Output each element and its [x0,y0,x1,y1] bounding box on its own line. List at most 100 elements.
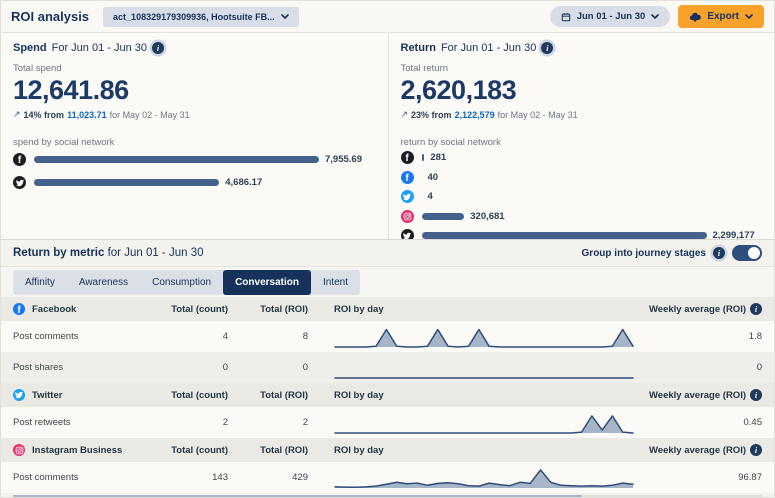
table-row: Post comments 4 8 1.8 [1,321,774,352]
col-header-roi-by-day: ROI by day [308,390,634,401]
group-header-twitter: Twitter Total (count) Total (ROI) ROI by… [1,383,774,407]
roi-by-day-sparkline [308,324,634,350]
return-bars-label: return by social network [401,137,763,148]
tab-intent[interactable]: Intent [311,270,360,295]
total-spend-label: Total spend [13,63,376,74]
group-name: Facebook [32,304,76,315]
page-title: ROI analysis [11,9,89,24]
twitter-icon [13,176,26,189]
facebook-icon: f [13,303,25,315]
return-title: Return [401,42,436,54]
twitter-icon [13,389,25,401]
metric-name: Post shares [13,362,168,373]
table-row: Post shares 0 0 0 [1,352,774,383]
group-header-instagram: Instagram Business Total (count) Total (… [1,438,774,462]
spend-bar-facebook: f 7,955.69 [13,148,376,171]
instagram-icon [401,210,414,223]
bar [422,154,425,161]
return-panel: Return For Jun 01 - Jun 30 i Total retur… [388,33,775,239]
table-row: Post comments 143 429 96.87 [1,462,774,493]
col-header-weekly: Weekly average (ROI) [649,304,746,315]
col-header-roi: Total (ROI) [228,445,308,456]
total-return-value: 2,620,183 [401,75,763,106]
tab-conversation[interactable]: Conversation [223,270,311,295]
table-row: Post retweets 2 2 0.45 [1,407,774,438]
bar [422,213,465,220]
spend-prev-value-link[interactable]: 11,023.71 [67,110,107,120]
col-header-count: Total (count) [168,304,228,315]
spend-title: Spend [13,42,47,54]
group-header-facebook: f Facebook Total (count) Total (ROI) ROI… [1,297,774,321]
journey-stages-toggle[interactable] [732,245,762,261]
tab-awareness[interactable]: Awareness [67,270,140,295]
col-header-count: Total (count) [168,445,228,456]
export-label: Export [707,11,739,22]
chevron-down-icon [745,14,753,19]
facebook-icon: f [401,171,414,184]
scrollbar-thumb[interactable] [13,495,582,497]
cloud-download-icon [689,12,701,22]
trend-up-icon: ↗ [401,109,409,120]
col-header-roi-by-day: ROI by day [308,445,634,456]
metric-name: Post comments [13,331,168,342]
toggle-knob [748,247,760,259]
return-bar-facebook-dark: f 281 [401,148,763,168]
bar [34,179,219,186]
tab-affinity[interactable]: Affinity [13,270,67,295]
return-change: ↗ 23% from 2,122,579 for May 02 - May 31 [401,109,763,120]
return-by-metric-title: Return by metric [13,247,104,259]
facebook-icon: f [401,151,414,164]
export-button[interactable]: Export [678,5,764,28]
total-return-label: Total return [401,63,763,74]
metric-tabs: Affinity Awareness Consumption Conversat… [13,270,360,295]
spend-panel: Spend For Jun 01 - Jun 30 i Total spend … [1,33,388,239]
calendar-icon [561,12,571,22]
top-bar: ROI analysis act_108329179309936, Hootsu… [1,1,774,33]
col-header-weekly: Weekly average (ROI) [649,390,746,401]
horizontal-scrollbar [13,493,762,498]
return-bar-facebook-blue: f 40 [401,168,763,188]
roi-by-day-sparkline [308,465,634,491]
date-range-label: Jun 01 - Jun 30 [577,11,646,22]
ad-account-selector[interactable]: act_108329179309936, Hootsuite FB... [103,7,299,27]
return-by-metric-period: for Jun 01 - Jun 30 [108,247,204,259]
date-range-selector[interactable]: Jun 01 - Jun 30 [550,6,671,27]
spend-bars-label: spend by social network [13,137,376,148]
group-name: Twitter [32,390,62,401]
roi-analysis-dashboard: ROI analysis act_108329179309936, Hootsu… [0,0,775,498]
twitter-icon [401,190,414,203]
chevron-down-icon [281,14,289,19]
spend-change: ↗ 14% from 11,023.71 for May 02 - May 31 [13,109,376,120]
bar [34,156,319,163]
ad-account-label: act_108329179309936, Hootsuite FB... [113,12,275,22]
return-prev-value-link[interactable]: 2,122,579 [455,110,495,120]
roi-by-day-sparkline [308,410,634,436]
info-icon[interactable]: i [750,444,762,456]
info-icon[interactable]: i [750,389,762,401]
journey-stages-label: Group into journey stages [582,248,706,259]
return-bar-instagram: 320,681 [401,207,763,227]
col-header-roi: Total (ROI) [228,304,308,315]
return-period: For Jun 01 - Jun 30 [441,42,536,54]
info-icon[interactable]: i [541,42,553,54]
info-icon[interactable]: i [713,247,725,259]
spend-period: For Jun 01 - Jun 30 [52,42,147,54]
spend-bar-twitter: 4,686.17 [13,171,376,194]
metric-name: Post comments [13,472,168,483]
total-spend-value: 12,641.86 [13,75,376,106]
instagram-icon [13,444,25,456]
metric-name: Post retweets [13,417,168,428]
return-by-metric-bar: Return by metric for Jun 01 - Jun 30 Gro… [1,239,774,267]
kpi-panels: Spend For Jun 01 - Jun 30 i Total spend … [1,33,774,239]
chevron-down-icon [651,14,659,19]
metric-tabs-row: Affinity Awareness Consumption Conversat… [1,267,774,297]
col-header-roi: Total (ROI) [228,390,308,401]
group-name: Instagram Business [32,445,122,456]
tab-consumption[interactable]: Consumption [140,270,223,295]
col-header-count: Total (count) [168,390,228,401]
info-icon[interactable]: i [152,42,164,54]
col-header-roi-by-day: ROI by day [308,304,634,315]
info-icon[interactable]: i [750,303,762,315]
facebook-icon: f [13,153,26,166]
roi-by-day-sparkline [308,355,634,381]
